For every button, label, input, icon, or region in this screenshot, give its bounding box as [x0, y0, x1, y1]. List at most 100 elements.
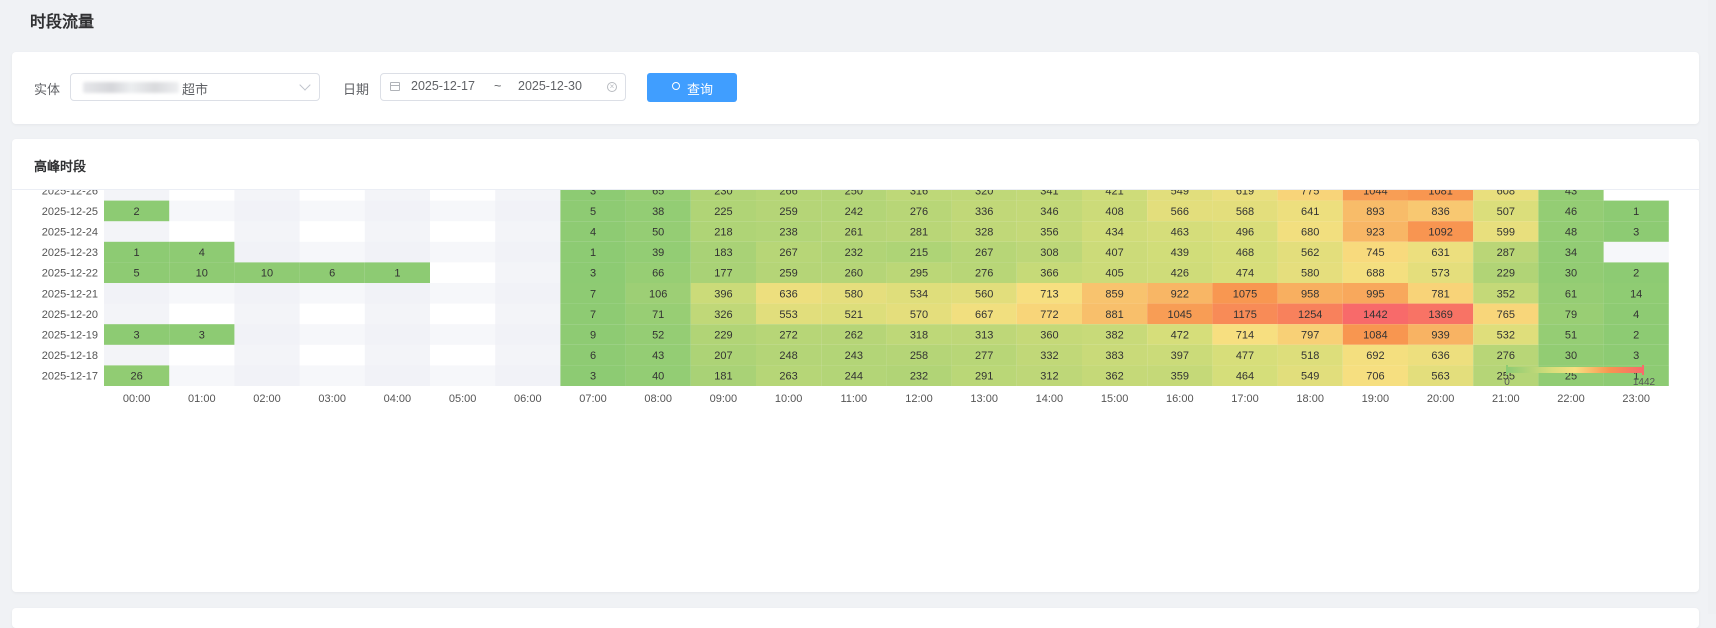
- cell-label: 958: [1301, 288, 1319, 300]
- heatmap-cell: [625, 365, 691, 386]
- cell-label: 534: [910, 288, 928, 300]
- heatmap-cell: [886, 200, 952, 222]
- heatmap-cell: [1212, 262, 1278, 283]
- heatmap-cell: [1342, 365, 1408, 386]
- clear-icon[interactable]: ×: [607, 82, 617, 92]
- heatmap-cell: [1538, 283, 1604, 304]
- cell-label: 281: [910, 227, 928, 239]
- heatmap-cell: [821, 344, 887, 366]
- date-end-input[interactable]: 2025-12-30: [518, 79, 582, 93]
- cell-label: 360: [1040, 330, 1058, 342]
- cell-label: 859: [1105, 288, 1123, 300]
- cell-label: 259: [779, 268, 797, 280]
- heatmap-cell: [1082, 324, 1148, 345]
- heatmap-cell: [756, 262, 822, 283]
- heatmap-cell: [951, 283, 1017, 304]
- y-axis-label: 2025-12-19: [42, 330, 98, 342]
- cell-label: 318: [910, 330, 928, 342]
- x-axis-label: 23:00: [1622, 393, 1650, 405]
- cell-label: 1: [134, 247, 140, 259]
- cell-label: 532: [1497, 330, 1515, 342]
- heatmap-cell: [1147, 365, 1213, 386]
- cell-label: 291: [975, 371, 993, 383]
- heatmap-cell: [1147, 221, 1213, 242]
- heatmap-cell: [690, 262, 756, 283]
- heatmap-cell: [1082, 344, 1148, 366]
- cell-label: 714: [1236, 330, 1254, 342]
- heatmap-cell: [1212, 200, 1278, 222]
- cell-label: 765: [1497, 309, 1515, 321]
- cell-label: 336: [975, 206, 993, 218]
- query-button[interactable]: 查询: [647, 73, 737, 102]
- chevron-down-icon: [299, 79, 311, 91]
- cell-label: 464: [1236, 371, 1254, 383]
- heatmap-cell: [1408, 365, 1474, 386]
- heatmap-cell: [1342, 262, 1408, 283]
- chart-title: 高峰时段: [34, 159, 87, 174]
- cell-label: 477: [1236, 350, 1254, 362]
- cell-label: 328: [975, 227, 993, 239]
- cell-label: 320: [975, 190, 993, 197]
- cell-label: 3: [1633, 350, 1639, 362]
- cell-label: 232: [845, 247, 863, 259]
- heatmap-cell: [821, 283, 887, 304]
- heatmap-cell: [951, 241, 1017, 263]
- heatmap-cell: [951, 365, 1017, 386]
- date-range-picker[interactable]: 2025-12-17 ~ 2025-12-30 ×: [380, 73, 626, 101]
- heatmap-cell: [1408, 262, 1474, 283]
- cell-label: 46: [1565, 206, 1577, 218]
- cell-label: 272: [779, 330, 797, 342]
- heatmap-cell: [690, 324, 756, 345]
- heatmap-cell: [756, 324, 822, 345]
- date-start-input[interactable]: 2025-12-17: [411, 79, 475, 93]
- visual-map-handle-max: [1642, 365, 1644, 375]
- cell-label: 922: [1171, 288, 1189, 300]
- cell-label: 250: [845, 190, 863, 197]
- cell-label: 797: [1301, 330, 1319, 342]
- heatmap-cell: [1342, 324, 1408, 345]
- heatmap-cell: [1082, 241, 1148, 263]
- cell-label: 408: [1105, 206, 1123, 218]
- heatmap-cell: [625, 303, 691, 325]
- heatmap-cell: [1277, 365, 1343, 386]
- cell-label: 688: [1366, 268, 1384, 280]
- heatmap-cell: [1473, 324, 1539, 345]
- heatmap-cell: [1016, 324, 1082, 345]
- cell-label: 316: [910, 190, 928, 197]
- cell-label: 218: [714, 227, 732, 239]
- heatmap-cell: [1473, 283, 1539, 304]
- cell-label: 61: [1565, 288, 1577, 300]
- cell-label: 1: [394, 268, 400, 280]
- heatmap-cell: [1016, 200, 1082, 222]
- heatmap-cell: [1277, 221, 1343, 242]
- heatmap-cell: [1342, 221, 1408, 242]
- x-axis-label: 06:00: [514, 393, 542, 405]
- heatmap-cell: [1147, 200, 1213, 222]
- heatmap-cell: [1147, 262, 1213, 283]
- cell-label: 362: [1105, 371, 1123, 383]
- scrollbar[interactable]: [1708, 0, 1716, 614]
- heatmap-cell: [821, 262, 887, 283]
- heatmap-cell: [104, 262, 170, 283]
- heatmap-cell: [886, 221, 952, 242]
- cell-label: 9: [590, 330, 596, 342]
- x-axis-label: 04:00: [384, 393, 412, 405]
- heatmap-cell: [821, 324, 887, 345]
- visual-map-bar: [1507, 367, 1643, 373]
- heatmap-cell: [364, 262, 430, 283]
- cell-label: 775: [1301, 190, 1319, 197]
- y-axis-label: 2025-12-23: [42, 247, 98, 259]
- entity-select[interactable]: 超市: [70, 73, 320, 101]
- heatmap-cell: [951, 303, 1017, 325]
- cell-label: 599: [1497, 227, 1515, 239]
- cell-label: 1044: [1363, 190, 1387, 197]
- heatmap-cell: [625, 344, 691, 366]
- next-card: [12, 608, 1699, 628]
- heatmap-cell: [1082, 283, 1148, 304]
- heatmap-cell: [1212, 241, 1278, 263]
- heatmap-cell: [625, 283, 691, 304]
- cell-label: 680: [1301, 227, 1319, 239]
- y-axis-label: 2025-12-17: [42, 371, 98, 383]
- x-axis-label: 20:00: [1427, 393, 1455, 405]
- heatmap-cell: [1212, 344, 1278, 366]
